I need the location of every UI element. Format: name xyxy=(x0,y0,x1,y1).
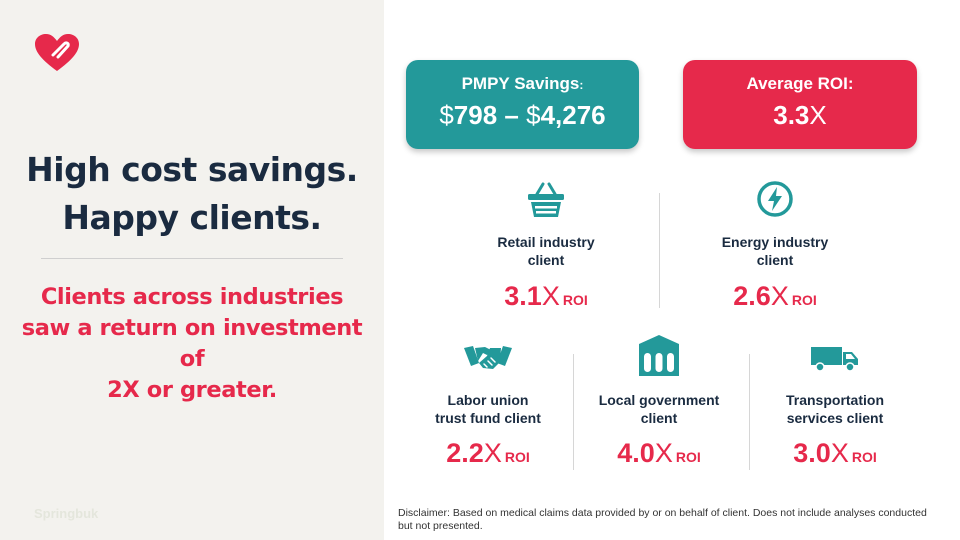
watermark-logo: Springbuk xyxy=(34,506,99,521)
divider-bottom-right xyxy=(749,354,750,470)
page-title: High cost savings. Happy clients. xyxy=(0,146,384,242)
energy-label: Energy industry client xyxy=(721,234,829,268)
heart-logo-icon xyxy=(35,34,79,71)
average-roi-value: 3.3X xyxy=(773,100,827,130)
pmpy-savings-card: PMPY Savings: $798 – $4,276 xyxy=(406,60,639,149)
subheadline: Clients across industries saw a return o… xyxy=(6,282,378,406)
average-roi-card: Average ROI: 3.3X xyxy=(683,60,917,149)
labor-union-roi: 2.2X ROI xyxy=(446,438,530,468)
retail-roi: 3.1X ROI xyxy=(504,281,588,311)
truck-icon xyxy=(811,347,858,372)
transportation-roi: 3.0X ROI xyxy=(793,438,877,468)
subhead-line-2: saw a return on investment of xyxy=(21,315,363,372)
industry-labor-union: Labor union trust fund client 2.2X ROI xyxy=(403,338,573,473)
industry-energy: Energy industry client 2.6X ROI xyxy=(690,180,860,311)
labor-union-label: Labor union trust fund client xyxy=(435,392,541,426)
subhead-line-3: 2X or greater. xyxy=(107,377,277,403)
divider-bottom-left xyxy=(573,354,574,470)
lightning-icon xyxy=(757,181,793,217)
divider xyxy=(41,258,343,259)
handshake-icon xyxy=(464,346,512,369)
subhead-line-1: Clients across industries xyxy=(40,284,344,310)
left-panel: High cost savings. Happy clients. Client… xyxy=(0,0,384,540)
pmpy-savings-label: PMPY Savings: xyxy=(461,74,584,93)
divider-top xyxy=(659,193,660,308)
headline-line-1: High cost savings. xyxy=(26,150,358,189)
transportation-label: Transportation services client xyxy=(785,392,884,426)
energy-roi: 2.6X ROI xyxy=(733,281,817,311)
government-building-icon xyxy=(639,335,679,376)
industry-local-government: Local government client 4.0X ROI xyxy=(574,335,744,473)
industry-transportation: Transportation services client 3.0X ROI xyxy=(750,338,920,473)
retail-label: Retail industry client xyxy=(497,234,595,268)
local-government-roi: 4.0X ROI xyxy=(617,438,701,468)
industry-retail: Retail industry client 3.1X ROI xyxy=(461,180,631,311)
headline-line-2: Happy clients. xyxy=(62,198,322,237)
basket-icon xyxy=(528,182,564,217)
local-government-label: Local government client xyxy=(598,392,720,426)
disclaimer: Disclaimer: Based on medical claims data… xyxy=(398,507,927,532)
pmpy-savings-value: $798 – $4,276 xyxy=(439,100,606,130)
average-roi-label: Average ROI: xyxy=(746,74,854,93)
